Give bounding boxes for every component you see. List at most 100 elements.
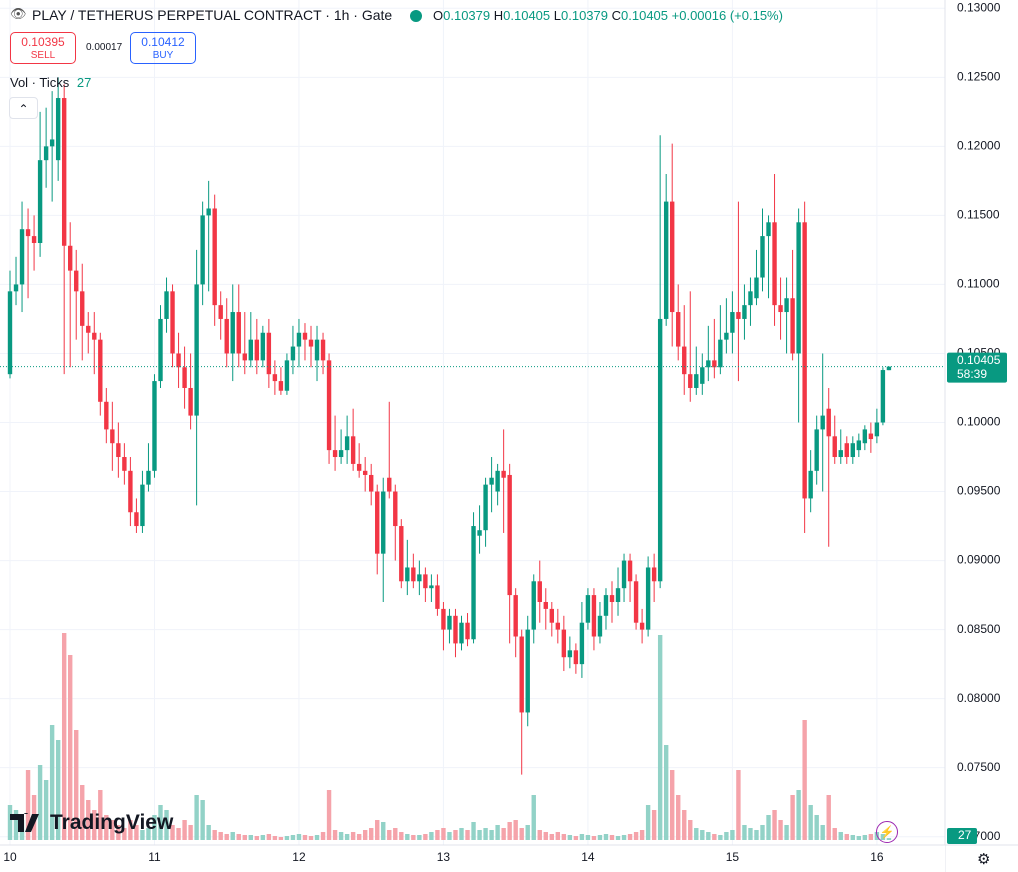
candle-body [820, 415, 825, 430]
candle-body [43, 146, 49, 161]
volume-bar [362, 830, 368, 840]
candle-body [700, 367, 705, 384]
volume-bar [308, 836, 314, 840]
logo-text: TradingView [50, 811, 174, 834]
candle-body [808, 470, 813, 499]
settings-button[interactable]: ⚙ [977, 851, 991, 868]
volume-bar [748, 828, 753, 840]
volume-bar [603, 834, 609, 840]
y-tick-label: 0.13000 [957, 0, 1001, 14]
eye-icon[interactable]: 👁 [10, 6, 27, 21]
candle-body [627, 560, 633, 582]
volume-bar [477, 830, 482, 840]
volume-bar [663, 745, 669, 840]
candle-body [254, 339, 260, 361]
volume-bar [459, 828, 464, 840]
candle-body [657, 318, 663, 582]
candle-body [886, 366, 892, 371]
countdown-label: 58:39 [957, 367, 987, 381]
candle-body [176, 353, 181, 368]
volume-bar [128, 820, 133, 840]
candle-body [224, 318, 229, 354]
candle-body [387, 477, 392, 492]
volume-bar [393, 828, 398, 840]
x-tick-label: 12 [292, 850, 306, 864]
candle-body [164, 291, 169, 319]
volume-bar [200, 800, 205, 840]
candle-body [573, 650, 579, 665]
candle-body [501, 470, 506, 478]
volume-bar [447, 832, 452, 840]
candle-body [19, 229, 25, 285]
candle-body [110, 429, 115, 444]
candle-body [525, 629, 530, 713]
lightning-button[interactable]: ⚡ [876, 821, 898, 843]
volume-bar [814, 815, 819, 840]
candle-body [483, 484, 488, 531]
candle-body [585, 595, 591, 623]
buy-button[interactable]: 0.10412 BUY [130, 32, 196, 64]
volume-bar [405, 834, 410, 840]
volume-bar [134, 825, 139, 840]
volume-bar [230, 832, 235, 840]
volume-bar [248, 835, 253, 840]
candle-body [862, 429, 868, 444]
volume-bar [68, 655, 73, 840]
volume-bar [585, 835, 591, 840]
volume-bar [146, 828, 151, 840]
volume-bar [218, 832, 223, 840]
candle-body [555, 622, 561, 630]
candle-body [621, 560, 627, 589]
candle-body [465, 622, 470, 640]
volume-bar [808, 805, 813, 840]
y-tick-label: 0.08000 [957, 691, 1001, 705]
candle-body [314, 339, 320, 361]
candle-body [128, 470, 133, 513]
candle-body [122, 457, 127, 471]
collapse-button[interactable]: ⌃ [9, 97, 38, 119]
volume-bar [417, 835, 422, 840]
sell-button[interactable]: 0.10395 SELL [10, 32, 76, 64]
candle-body [381, 491, 386, 554]
volume-bar [507, 822, 512, 840]
ohlc-letter: O [433, 8, 444, 23]
volume-bar [140, 830, 145, 840]
volume-bar [278, 837, 284, 840]
volume-bar [350, 832, 356, 840]
volume-bar [754, 830, 759, 840]
candle-body [459, 622, 464, 644]
volume-bar [736, 770, 741, 840]
candle-body [284, 360, 290, 391]
volume-bar [844, 834, 849, 840]
volume-bar [724, 832, 729, 840]
volume-bar [92, 810, 97, 840]
volume-bar [194, 795, 199, 840]
last-price-tag [947, 352, 1007, 383]
candle-body [760, 236, 765, 278]
volume-bar [784, 825, 789, 840]
candle-body [543, 601, 548, 609]
candle-body [194, 284, 199, 416]
logo: TradingView [10, 811, 173, 835]
candle-body [152, 381, 157, 471]
volume-bar [706, 832, 711, 840]
volume-bar [242, 835, 247, 840]
volume-bar [501, 828, 506, 840]
candle-body [320, 339, 326, 361]
volume-bar [356, 834, 362, 840]
candle-body [447, 615, 452, 630]
volume-bar [567, 835, 573, 840]
candle-body [670, 201, 675, 313]
y-tick-label: 0.11500 [957, 208, 1000, 222]
volume-bar [164, 810, 169, 840]
candle-body [537, 581, 542, 602]
volume-bar [591, 836, 597, 840]
volume-bar [43, 780, 49, 840]
volume-bar [465, 830, 470, 840]
volume-bar [55, 740, 61, 840]
volume-bar [513, 820, 518, 840]
volume-bar [188, 825, 193, 840]
candle-body [104, 401, 109, 430]
candle-body [200, 215, 205, 285]
x-tick-label: 14 [581, 850, 595, 864]
